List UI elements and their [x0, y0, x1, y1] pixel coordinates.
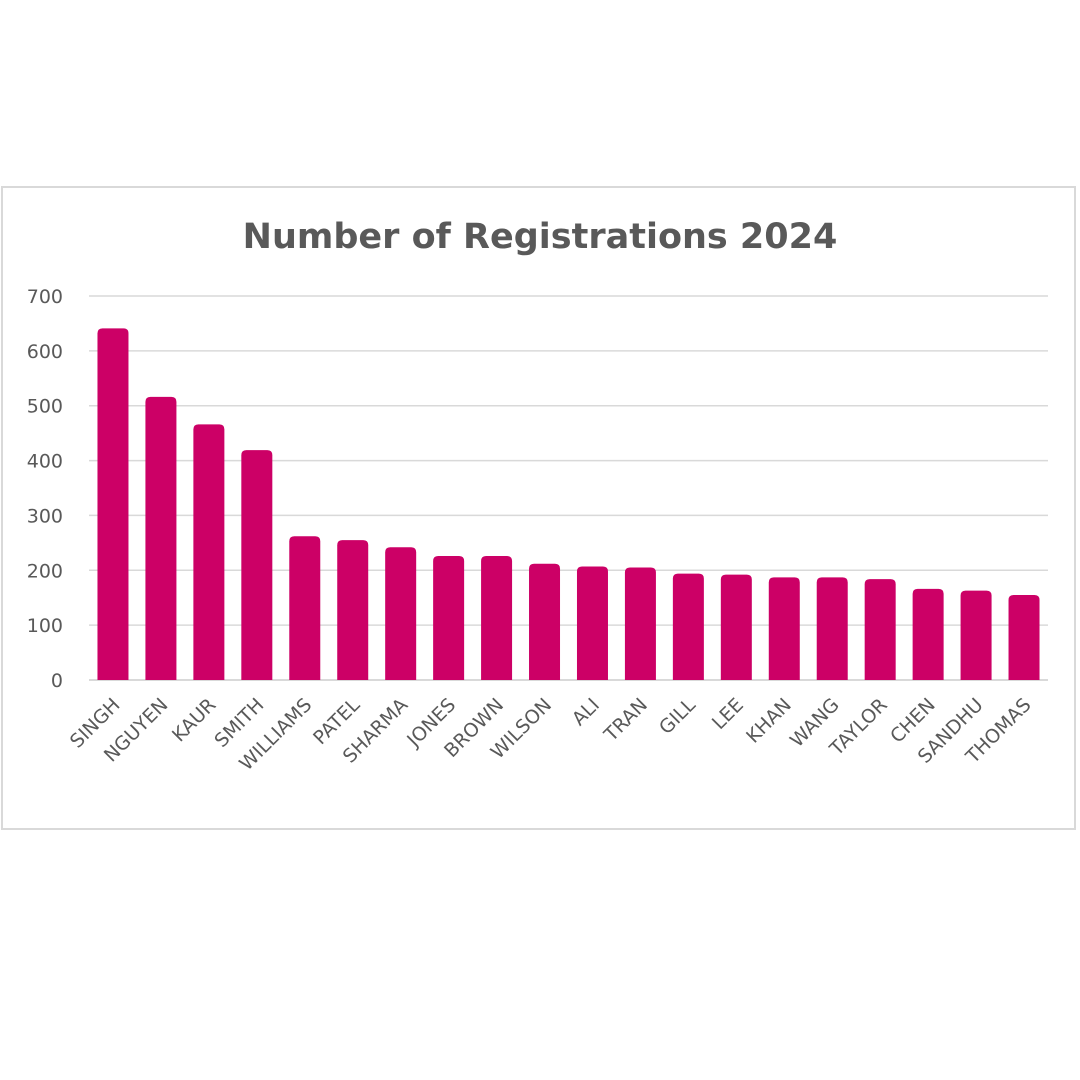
bar-smith	[241, 450, 273, 680]
bar-thomas	[1008, 594, 1040, 680]
bars	[97, 328, 1040, 680]
bar-chen	[912, 588, 944, 680]
bar-kaur	[193, 424, 225, 680]
bar-brown	[481, 556, 513, 680]
bar-chart: Number of Registrations 2024 0 100 200 300 4…	[27, 217, 1048, 775]
y-tick-label: 0	[51, 670, 63, 692]
bar-singh	[97, 328, 129, 680]
x-category-label: TRAN	[599, 694, 652, 747]
y-tick-label: 100	[27, 615, 63, 637]
y-tick-label: 400	[27, 451, 63, 473]
chart-frame: Number of Registrations 2024 0 100 200 300 4…	[1, 186, 1076, 830]
y-tick-label: 300	[27, 505, 63, 527]
bar-nguyen	[145, 396, 177, 680]
y-tick-label: 700	[27, 286, 63, 308]
bar-tran	[624, 567, 656, 680]
bar-jones	[433, 556, 465, 680]
x-category-label: ALI	[568, 694, 604, 730]
bar-williams	[289, 536, 321, 680]
x-category-label: GILL	[655, 694, 700, 739]
x-axis-category-labels: SINGHNGUYENKAURSMITHWILLIAMSPATELSHARMAJ…	[66, 694, 1036, 775]
y-tick-label: 200	[27, 560, 63, 582]
bar-wang	[816, 577, 848, 680]
bar-ali	[576, 566, 608, 680]
chart-title: Number of Registrations 2024	[243, 217, 838, 257]
y-tick-label: 600	[27, 341, 63, 363]
bar-sharma	[385, 547, 417, 680]
bar-khan	[768, 577, 800, 680]
bar-lee	[720, 574, 752, 680]
gridlines	[89, 295, 1048, 681]
bar-sandhu	[960, 590, 992, 680]
bar-gill	[672, 573, 704, 680]
y-axis-tick-labels: 0 100 200 300 400 500 600 700	[27, 286, 63, 692]
bar-taylor	[864, 579, 896, 680]
x-category-label: KHAN	[742, 694, 796, 748]
bar-patel	[337, 540, 369, 680]
x-category-label: LEE	[708, 694, 748, 734]
y-tick-label: 500	[27, 396, 63, 418]
bar-wilson	[529, 563, 561, 680]
